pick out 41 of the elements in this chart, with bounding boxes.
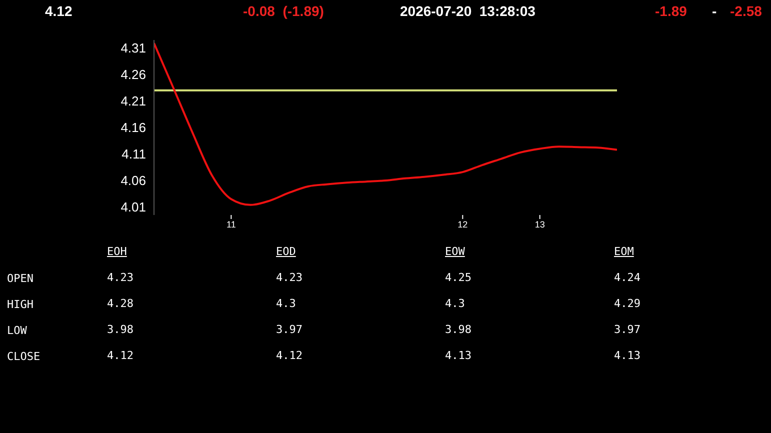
text: -0.08 (-1.89): [243, 3, 324, 19]
data-label: 4.12: [107, 349, 134, 362]
y-tick-label: 4.06: [120, 173, 146, 188]
text: -1.89: [655, 3, 687, 19]
y-tick-label: 4.11: [122, 146, 146, 162]
data-label: 4.25: [445, 271, 472, 284]
data-label: 4.23: [107, 271, 134, 284]
data-label: 3.97: [614, 323, 640, 336]
data-label: 4.29: [614, 297, 640, 310]
x-tick-label: EOM: [614, 245, 634, 258]
text: -: [712, 3, 717, 19]
x-tick-label: EOD: [276, 245, 296, 258]
y-tick-label: 4.31: [120, 40, 146, 56]
y-tick-label: LOW: [7, 324, 27, 337]
data-label: 3.97: [276, 323, 302, 336]
text: 4.12: [45, 3, 72, 19]
data-label: 4.12: [276, 349, 302, 362]
data-label: 4.23: [276, 271, 302, 284]
text: 2026-07-20 13:28:03: [400, 3, 536, 19]
y-tick-label: 4.16: [120, 120, 146, 136]
y-tick-label: HIGH: [7, 298, 34, 311]
y-tick-label: OPEN: [7, 272, 34, 285]
text: -2.58: [730, 3, 762, 19]
y-tick-label: 4.26: [120, 67, 146, 82]
y-tick-label: CLOSE: [7, 350, 40, 363]
x-tick-label: EOW: [445, 245, 465, 258]
data-label: 4.24: [614, 271, 640, 284]
line-series: [154, 42, 617, 206]
x-tick-label: 13: [534, 219, 545, 230]
data-label: 4.28: [107, 297, 134, 310]
y-tick-label: 4.01: [120, 200, 146, 215]
x-tick-label: 12: [458, 219, 468, 230]
data-label: 4.13: [445, 349, 472, 362]
x-tick-label: EOH: [107, 245, 127, 258]
data-label: 4.3: [276, 297, 296, 310]
y-tick-label: 4.21: [120, 94, 146, 109]
data-label: 4.3: [445, 297, 465, 310]
data-label: 4.13: [614, 349, 640, 362]
data-label: 3.98: [107, 323, 134, 336]
data-label: 3.98: [445, 323, 472, 336]
x-tick-label: 11: [226, 219, 236, 230]
